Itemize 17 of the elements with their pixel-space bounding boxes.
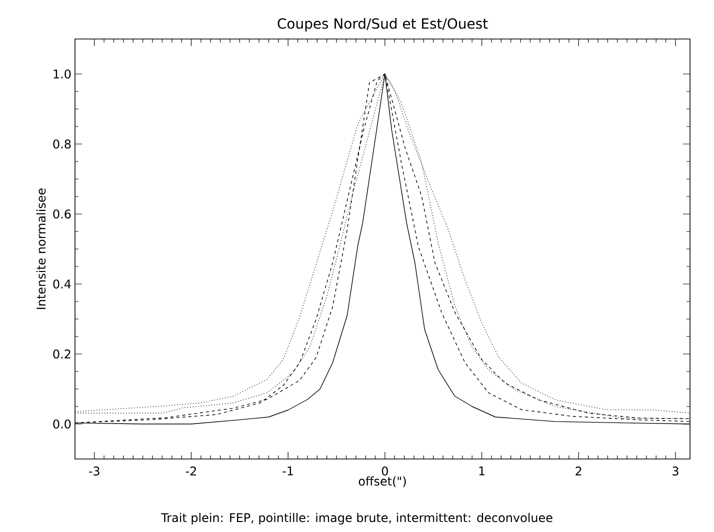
x-tick-label: 2: [576, 466, 582, 476]
y-tick-label: 0.8: [53, 139, 71, 149]
y-tick-label: 0.2: [53, 349, 70, 359]
x-tick-label: 3: [672, 466, 678, 476]
y-tick-label: 0.4: [53, 279, 71, 289]
y-axis-title: Intensite normalisee: [36, 188, 46, 309]
y-tick-label: 0.6: [53, 209, 71, 219]
x-axis-title: offset("): [358, 476, 406, 488]
x-tick-label: -2: [186, 466, 196, 476]
chart-title: Coupes Nord/Sud et Est/Ouest: [278, 18, 488, 32]
y-tick-label: 0.0: [53, 419, 71, 429]
x-tick-label: 1: [479, 466, 484, 476]
x-tick-label: -3: [88, 466, 100, 476]
text: Trait plein: FEP, pointille: image brute, intermittent: deconvoluee: [161, 512, 552, 524]
x-tick-label: -1: [282, 466, 293, 476]
x-tick-label: 0: [382, 466, 388, 476]
y-tick-label: 1.0: [54, 69, 71, 79]
